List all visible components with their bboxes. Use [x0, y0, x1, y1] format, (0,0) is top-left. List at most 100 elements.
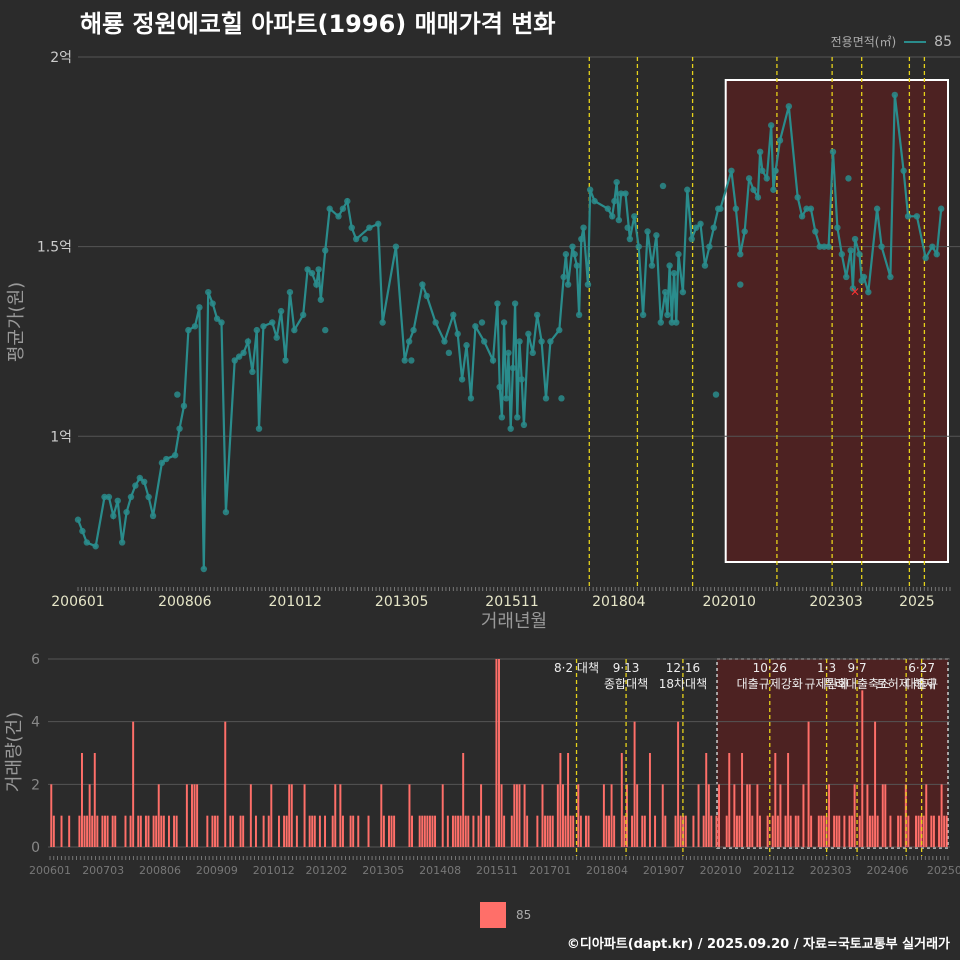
volume-bar — [214, 815, 216, 847]
volume-bar — [523, 784, 526, 847]
volume-bar — [631, 815, 634, 847]
volume-bar — [925, 784, 928, 847]
policy-annotation: 9·13 — [613, 661, 640, 675]
volume-bar — [367, 815, 370, 847]
data-point — [533, 311, 541, 319]
data-point — [507, 425, 514, 432]
volume-bar — [746, 784, 749, 847]
volume-bar — [423, 815, 426, 847]
volume-bar — [797, 815, 800, 847]
volume-bar — [697, 784, 700, 847]
volume-bar — [674, 815, 677, 847]
data-point — [849, 285, 857, 292]
data-point — [688, 235, 695, 243]
volume-bar — [551, 815, 554, 847]
data-point — [675, 251, 682, 258]
data-point — [785, 103, 793, 110]
volume-bar — [147, 815, 150, 847]
volume-bar — [784, 815, 787, 847]
data-point — [843, 273, 850, 281]
data-point — [611, 197, 618, 205]
volume-bar — [382, 815, 385, 847]
data-point — [191, 323, 199, 330]
volume-bar — [876, 815, 879, 847]
data-point — [114, 497, 121, 504]
volume-bar — [633, 721, 636, 847]
x-tick-label: 200806 — [158, 594, 212, 610]
volume-bar — [868, 815, 871, 847]
volume-bar — [267, 815, 270, 847]
x-tick-label: 201511 — [485, 594, 538, 610]
volume-bar — [643, 815, 646, 847]
volume-bar — [587, 815, 590, 847]
volume-bar — [945, 815, 948, 847]
volume-bar — [262, 815, 265, 847]
volume-bar — [137, 815, 140, 847]
data-point — [922, 254, 929, 262]
data-point — [450, 311, 457, 319]
volume-bar — [357, 815, 360, 847]
bar-x-tick-label: 200601 — [29, 864, 71, 877]
data-point — [516, 338, 523, 345]
data-point — [454, 330, 461, 338]
data-point — [569, 243, 576, 250]
volume-bar — [756, 784, 759, 847]
data-point — [798, 213, 806, 220]
bar-x-tick-label: 202303 — [810, 864, 852, 877]
bar-y-tick-label: 6 — [31, 652, 40, 668]
data-point — [865, 288, 872, 296]
bar-x-tick-label: 202406 — [867, 864, 909, 877]
data-point — [575, 311, 583, 319]
data-point — [348, 224, 355, 231]
policy-annotation: 12·16 — [666, 661, 700, 675]
data-point — [659, 182, 667, 190]
data-point — [445, 349, 453, 357]
volume-bar — [889, 815, 892, 847]
volume-bar — [454, 815, 457, 847]
volume-bar — [467, 815, 470, 847]
data-point — [205, 288, 212, 296]
volume-bar — [132, 721, 135, 847]
volume-bar — [211, 815, 214, 847]
volume-bar — [623, 815, 626, 847]
data-point — [710, 224, 717, 231]
data-point — [812, 228, 819, 235]
volume-bar — [434, 815, 437, 847]
data-point — [496, 383, 503, 391]
bar-x-tick-label: 200909 — [196, 864, 238, 877]
bar-y-tick-label: 2 — [31, 777, 40, 793]
volume-bar — [229, 815, 232, 847]
data-point — [838, 251, 846, 258]
volume-bar — [835, 815, 838, 847]
legend-title: 전용면적(㎡) — [830, 35, 897, 49]
volume-bar — [515, 784, 518, 847]
volume-bar — [810, 815, 813, 847]
volume-bar — [477, 815, 480, 847]
volume-bar — [579, 815, 582, 847]
volume-bar — [242, 815, 245, 847]
data-point — [505, 349, 512, 357]
data-point — [315, 266, 322, 273]
data-point — [176, 425, 183, 432]
data-point — [929, 243, 936, 250]
volume-bar — [91, 815, 94, 847]
volume-bar — [78, 815, 81, 847]
data-point — [105, 493, 113, 501]
data-point — [664, 311, 671, 319]
data-point — [92, 543, 99, 550]
volume-bar — [480, 784, 483, 847]
volume-bar — [915, 815, 917, 847]
volume-bar — [495, 659, 498, 847]
data-point — [538, 338, 545, 345]
volume-bar — [303, 784, 306, 847]
volume-bar — [500, 784, 503, 847]
data-point — [196, 304, 203, 311]
data-point — [586, 186, 594, 193]
bar-y-tick-label: 4 — [31, 715, 40, 731]
data-point — [379, 319, 386, 326]
volume-bar — [462, 753, 465, 847]
data-point — [132, 482, 139, 489]
volume-bar — [451, 815, 454, 847]
legend-area: 전용면적(㎡) 85 — [831, 33, 952, 50]
